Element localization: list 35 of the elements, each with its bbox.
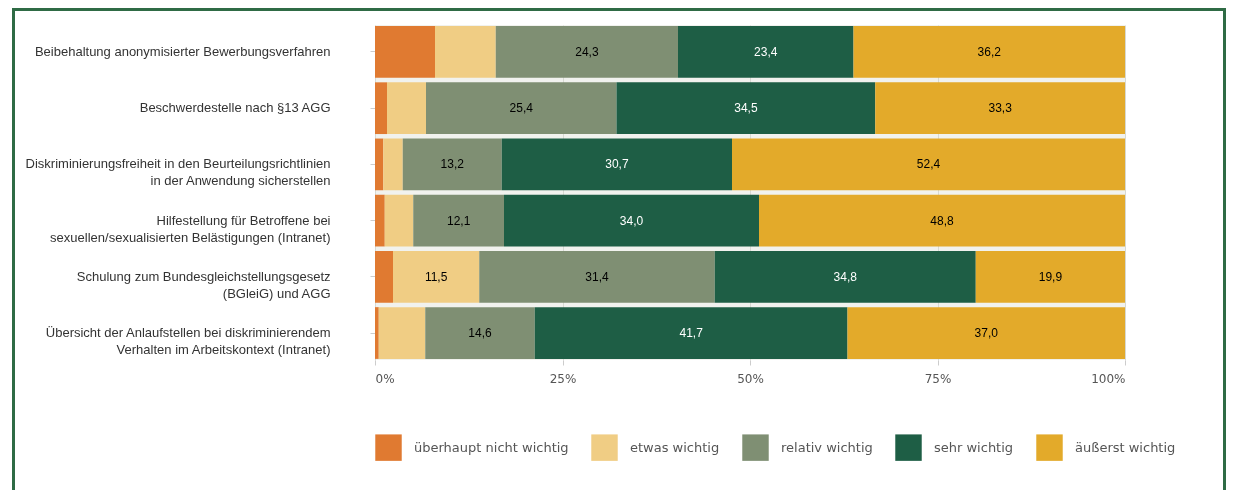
x-tick-label: 100%: [1091, 371, 1126, 386]
data-label: 34,8: [833, 269, 858, 284]
data-label: 13,2: [440, 157, 465, 172]
data-label: 23,4: [754, 44, 778, 59]
x-tick-label: 50%: [737, 371, 764, 386]
y-tick-label: Beibehaltung anonymisierter Bewerbungsverfahren: [34, 43, 331, 59]
data-label: 19,9: [1038, 269, 1063, 284]
x-tick-label: 0%: [375, 371, 395, 386]
legend-label: äußerst wichtig: [1075, 439, 1176, 455]
data-label: 30,7: [605, 157, 629, 172]
data-label: 41,7: [679, 326, 704, 341]
data-label: 34,0: [619, 213, 644, 228]
data-label: 14,6: [468, 326, 492, 341]
y-tick-label: Beschwerdestelle nach §13 AGG: [139, 100, 331, 116]
legend-label: überhaupt nicht wichtig: [414, 439, 569, 455]
data-label: 37,0: [974, 326, 999, 341]
y-tick-label: Schulung zum Bundesgleichstellungsgesetz (BGleiG) und AGG: [76, 268, 331, 301]
x-tick-label: 25%: [549, 371, 577, 386]
data-label: 52,4: [916, 157, 941, 172]
legend-label: sehr wichtig: [934, 439, 1014, 455]
data-label: 25,4: [509, 101, 534, 116]
legend-label: relativ wichtig: [781, 439, 873, 455]
data-label: 33,3: [988, 101, 1013, 116]
y-tick-label: Diskriminierungsfreiheit in den Beurteilungsrichtlinien in der Anwendung sicherstellen: [25, 156, 331, 189]
data-label: 48,8: [930, 213, 954, 228]
y-tick-label: Übersicht der Anlaufstellen bei diskriminierendem Verhalten im Arbeitskontext (Intranet): [45, 325, 331, 358]
data-label: 11,5: [424, 269, 448, 284]
data-label: 24,3: [575, 44, 599, 59]
data-label: 12,1: [446, 213, 471, 228]
data-label: 31,4: [585, 269, 609, 284]
data-label: 34,5: [734, 101, 758, 116]
x-tick-label: 75%: [924, 371, 952, 386]
legend-label: etwas wichtig: [630, 439, 720, 455]
data-label: 36,2: [977, 44, 1002, 59]
y-tick-label: Hilfestellung für Betroffene bei sexuellen/sexualisierten Belästigungen (Intranet): [50, 212, 331, 245]
